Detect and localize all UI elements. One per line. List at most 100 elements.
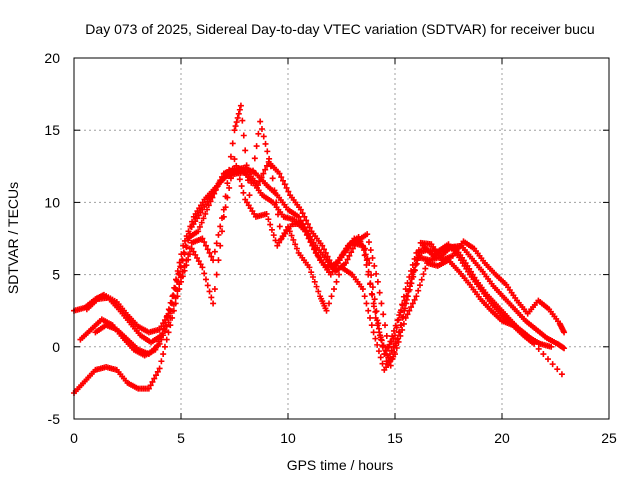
data-point <box>268 226 275 233</box>
data-point <box>231 156 238 163</box>
data-point <box>369 291 376 298</box>
data-point <box>274 242 281 249</box>
data-point <box>229 140 236 147</box>
data-point <box>395 338 402 345</box>
data-point <box>267 221 274 228</box>
data-point <box>206 288 213 295</box>
data-point <box>414 254 421 261</box>
data-point <box>246 192 253 199</box>
data-point <box>153 372 160 379</box>
data-point <box>169 314 176 321</box>
data-point <box>535 345 542 352</box>
data-point <box>215 231 222 238</box>
data-point <box>217 242 224 249</box>
data-point <box>156 340 163 347</box>
data-point <box>226 166 233 173</box>
data-point <box>371 296 378 303</box>
data-point <box>174 293 181 300</box>
data-point <box>374 341 381 348</box>
data-point <box>363 257 370 264</box>
data-point <box>161 343 168 350</box>
data-point <box>401 297 408 304</box>
y-tick-label: 15 <box>44 122 60 138</box>
data-point <box>367 247 374 254</box>
data-point <box>211 286 218 293</box>
data-point <box>292 241 299 248</box>
data-point <box>276 170 283 177</box>
data-point <box>183 233 190 240</box>
data-point <box>365 268 372 275</box>
data-point <box>145 385 152 392</box>
data-point <box>392 351 398 358</box>
data-point <box>387 362 394 369</box>
data-point <box>194 254 201 261</box>
data-point <box>383 332 390 339</box>
data-point <box>185 228 192 235</box>
data-point <box>315 288 322 295</box>
data-point <box>217 223 224 230</box>
x-tick-label: 10 <box>280 430 296 446</box>
x-tick-label: 5 <box>177 430 185 446</box>
data-point <box>245 177 252 184</box>
data-point <box>233 119 240 126</box>
data-point <box>171 284 178 291</box>
data-point <box>199 235 206 242</box>
data-point <box>288 232 295 239</box>
data-point <box>406 307 413 314</box>
data-point <box>378 300 385 307</box>
data-point <box>151 375 158 382</box>
data-point <box>183 262 190 269</box>
data-point <box>235 169 242 176</box>
data-point <box>378 336 385 343</box>
data-point <box>173 276 180 283</box>
data-point <box>305 230 312 237</box>
data-point <box>199 264 206 271</box>
data-point <box>396 312 403 319</box>
data-point <box>359 286 366 293</box>
data-point <box>369 284 376 291</box>
data-point <box>275 211 282 218</box>
data-point <box>348 249 355 256</box>
data-point <box>380 311 387 318</box>
data-point <box>236 106 243 113</box>
data-point <box>207 198 214 205</box>
y-tick-label: 20 <box>44 50 60 66</box>
data-point <box>392 322 399 329</box>
data-point <box>237 102 244 109</box>
data-point <box>251 155 258 162</box>
grid-layer <box>74 58 609 419</box>
data-point <box>319 242 326 249</box>
data-point <box>188 245 195 252</box>
series-track-2 <box>77 166 555 369</box>
data-point <box>205 202 212 209</box>
data-point <box>272 237 279 244</box>
data-point <box>400 320 407 327</box>
data-point <box>346 252 353 259</box>
data-point <box>195 228 202 235</box>
data-point <box>233 162 240 169</box>
plot-frame <box>73 57 610 420</box>
data-point <box>258 125 265 132</box>
data-point <box>163 323 170 330</box>
data-point <box>189 218 196 225</box>
data-point <box>147 382 154 389</box>
data-point <box>197 261 204 268</box>
data-point <box>240 189 247 196</box>
data-point <box>224 194 231 201</box>
data-point <box>267 163 274 170</box>
data-point <box>299 210 306 217</box>
data-point <box>276 223 283 230</box>
data-point <box>202 210 209 217</box>
data-point <box>531 340 538 347</box>
data-point <box>323 307 330 314</box>
data-point <box>385 354 392 361</box>
data-point <box>235 110 242 117</box>
data-point <box>349 245 356 252</box>
data-point <box>285 223 291 230</box>
y-tick-label: 10 <box>44 194 60 210</box>
data-point <box>156 365 163 372</box>
data-point <box>255 130 262 137</box>
data-point <box>250 167 257 174</box>
data-point <box>181 267 188 274</box>
